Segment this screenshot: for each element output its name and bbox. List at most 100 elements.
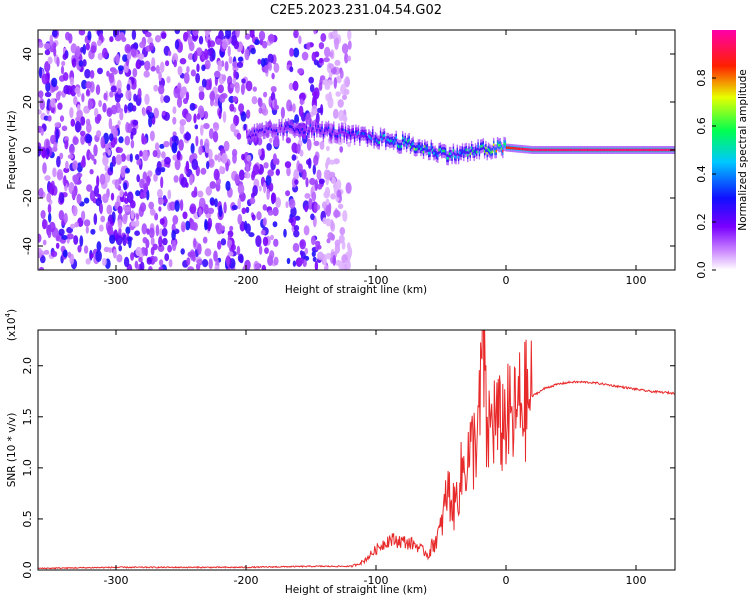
signal-core	[632, 148, 634, 152]
noise-blob	[38, 233, 42, 243]
signal-core	[264, 130, 266, 134]
signal-core	[294, 129, 296, 133]
noise-blob	[217, 64, 222, 72]
signal-core	[390, 139, 392, 143]
noise-blob	[323, 169, 329, 180]
noise-blob	[85, 258, 91, 265]
noise-blob	[185, 182, 189, 188]
noise-blob	[221, 40, 228, 50]
signal-core	[435, 153, 438, 157]
noise-blob	[191, 158, 199, 171]
noise-blob	[153, 107, 159, 119]
noise-blob	[94, 107, 99, 118]
noise-blob	[127, 123, 132, 134]
noise-blob	[114, 179, 120, 190]
noise-blob	[154, 142, 160, 151]
signal-core	[665, 148, 668, 152]
noise-blob	[322, 217, 327, 225]
noise-blob	[245, 109, 251, 119]
noise-blob	[258, 245, 263, 255]
noise-blob	[238, 169, 245, 181]
noise-blob	[80, 159, 86, 168]
noise-blob	[208, 149, 213, 160]
signal-core	[288, 125, 291, 128]
noise-blob	[161, 151, 166, 159]
signal-core	[607, 148, 609, 152]
signal-core	[571, 148, 573, 152]
signal-core	[577, 148, 579, 152]
noise-blob	[280, 106, 285, 119]
noise-blob	[155, 224, 160, 237]
noise-blob	[109, 234, 116, 244]
noise-blob	[266, 188, 270, 200]
noise-blob	[94, 185, 99, 197]
noise-blob	[117, 219, 123, 229]
noise-blob	[143, 183, 149, 193]
noise-blob	[146, 175, 151, 187]
noise-blob	[85, 134, 93, 144]
noise-blob	[301, 51, 309, 61]
noise-blob	[135, 154, 140, 161]
noise-blob	[161, 32, 167, 39]
signal-core	[476, 150, 478, 154]
noise-blob	[304, 204, 309, 213]
noise-blob	[124, 135, 131, 146]
signal-core	[548, 148, 551, 152]
noise-blob	[320, 33, 327, 42]
noise-blob	[273, 62, 280, 73]
noise-blob	[263, 91, 268, 98]
noise-blob	[221, 152, 228, 164]
noise-blob	[158, 206, 162, 212]
noise-blob	[83, 245, 89, 254]
noise-blob	[100, 215, 106, 223]
noise-blob	[348, 249, 352, 257]
noise-blob	[183, 72, 190, 84]
signal-core	[459, 151, 461, 154]
noise-blob	[197, 243, 202, 255]
snr-y-ticks: 0.0 0.5 1.0 1.5 2.0	[21, 357, 675, 579]
noise-blob	[189, 203, 197, 215]
noise-blob	[58, 228, 65, 236]
chart-title: C2E5.2023.231.04.54.G02	[270, 3, 442, 18]
signal-core	[279, 127, 282, 131]
signal-core	[543, 148, 546, 152]
noise-blob	[274, 98, 278, 110]
signal-core	[469, 152, 471, 156]
signal-core	[516, 147, 518, 150]
signal-core	[431, 148, 434, 152]
signal-core	[617, 148, 620, 152]
noise-blob	[219, 165, 224, 175]
noise-blob	[82, 44, 87, 55]
noise-blob	[263, 162, 269, 169]
noise-blob	[220, 93, 228, 99]
noise-blob	[241, 78, 246, 84]
signal-core	[366, 138, 369, 142]
noise-blob	[268, 61, 272, 71]
signal-core	[266, 127, 269, 131]
noise-blob	[59, 152, 64, 160]
noise-blob	[310, 213, 315, 221]
noise-blob	[130, 43, 138, 51]
signal-core	[348, 131, 351, 134]
noise-blob	[82, 59, 87, 67]
noise-blob	[79, 235, 84, 247]
noise-blob	[96, 175, 100, 188]
signal-core	[451, 155, 453, 159]
signal-core	[619, 148, 621, 152]
noise-blob	[283, 228, 287, 238]
noise-blob	[99, 202, 103, 215]
signal-core	[424, 145, 426, 148]
noise-blob	[308, 76, 315, 84]
noise-blob	[332, 255, 337, 266]
signal-core	[454, 155, 456, 158]
noise-blob	[142, 237, 148, 244]
noise-blob	[329, 171, 336, 178]
noise-blob	[210, 90, 216, 102]
noise-blob	[93, 144, 98, 157]
noise-blob	[233, 114, 239, 127]
noise-blob	[264, 62, 269, 74]
noise-blob	[305, 177, 309, 188]
noise-blob	[174, 158, 181, 171]
noise-blob	[148, 201, 155, 210]
noise-blob	[61, 125, 68, 132]
